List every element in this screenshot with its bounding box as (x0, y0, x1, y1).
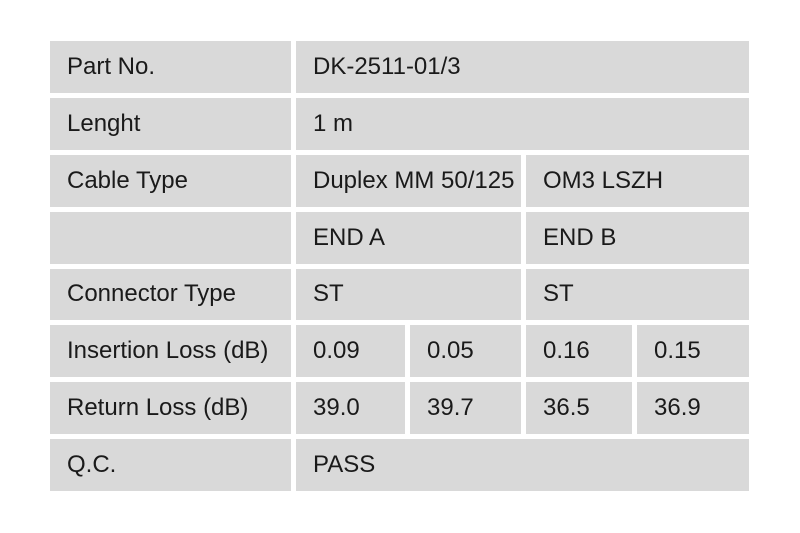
value-connector-end-a: ST (296, 268, 521, 321)
header-end-a: END A (296, 211, 521, 264)
value-insertion-loss-a2: 0.05 (410, 325, 521, 378)
value-return-loss-b2: 36.9 (637, 382, 749, 435)
value-length: 1 m (296, 97, 749, 150)
row-label-return-loss: Return Loss (dB) (50, 382, 291, 435)
value-return-loss-a2: 39.7 (410, 382, 521, 435)
value-connector-end-b: ST (526, 268, 749, 321)
value-return-loss-a1: 39.0 (296, 382, 405, 435)
row-label-part-no: Part No. (50, 41, 291, 93)
row-label-ends-blank (50, 211, 291, 264)
value-part-no: DK-2511-01/3 (296, 41, 749, 93)
row-label-length: Lenght (50, 97, 291, 150)
value-insertion-loss-b1: 0.16 (526, 325, 632, 378)
value-return-loss-b1: 36.5 (526, 382, 632, 435)
cable-spec-table: Part No. DK-2511-01/3 Lenght 1 m Cable T… (50, 41, 749, 491)
row-label-cable-type: Cable Type (50, 154, 291, 207)
value-cable-type-rating: OM3 LSZH (526, 154, 749, 207)
value-qc-result: PASS (296, 439, 749, 491)
row-label-insertion-loss: Insertion Loss (dB) (50, 325, 291, 378)
header-end-b: END B (526, 211, 749, 264)
row-label-qc: Q.C. (50, 439, 291, 491)
row-label-connector-type: Connector Type (50, 268, 291, 321)
value-insertion-loss-a1: 0.09 (296, 325, 405, 378)
value-insertion-loss-b2: 0.15 (637, 325, 749, 378)
value-cable-type-construction: Duplex MM 50/125 (296, 154, 521, 207)
